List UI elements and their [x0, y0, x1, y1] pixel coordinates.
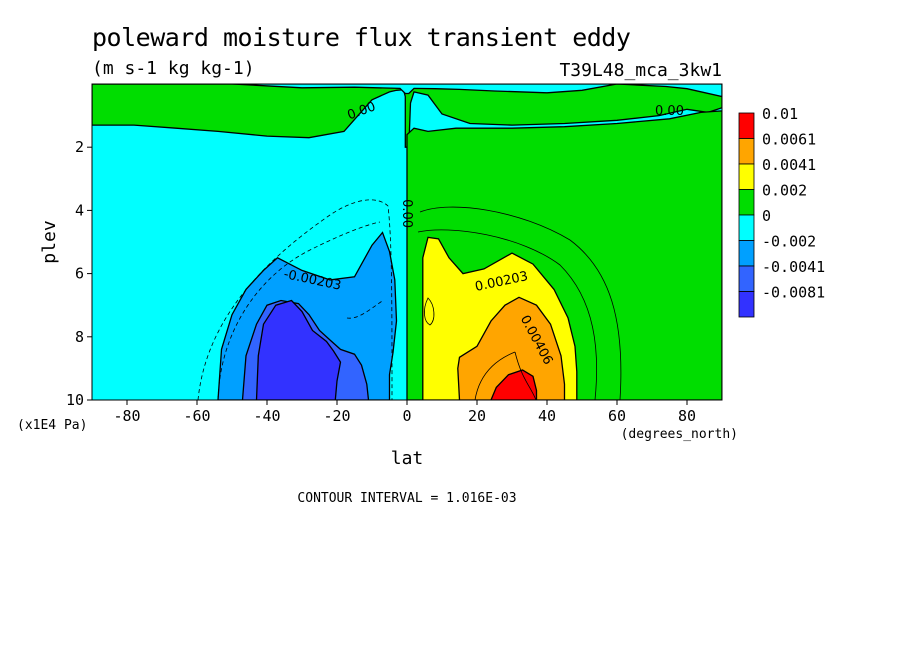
contour-lines: [197, 199, 622, 400]
x-tick-label-8: 80: [678, 407, 696, 425]
x-tick-label-3: -20: [323, 407, 350, 425]
x-axis-label: lat: [391, 448, 424, 469]
legend-label-7: -0.0081: [762, 284, 825, 302]
chart-subtitle: (m s-1 kg kg-1): [92, 58, 255, 79]
x-unit-label: (degrees_north): [621, 427, 738, 442]
contour-line-sh-inner-dashed: [217, 221, 381, 400]
contour-label-2: 0.00: [399, 199, 414, 228]
y-axis-ticks: 2 4 6 8 10: [66, 138, 92, 409]
x-tick-label-2: -40: [253, 407, 280, 425]
x-axis-ticks: -80 -60 -40 -20 0 20 40 60 80: [113, 400, 696, 425]
contour-region-top-gap: [92, 84, 722, 98]
y-unit-label: (x1E4 Pa): [17, 418, 87, 433]
legend-label-2: 0.0041: [762, 156, 816, 174]
legend-label-6: -0.0041: [762, 258, 825, 276]
x-tick-label-0: -80: [113, 407, 140, 425]
y-tick-label-4: 10: [66, 391, 84, 409]
legend-swatch-6: [738, 265, 755, 292]
contour-line-sh-outer-dashed: [197, 199, 393, 400]
x-tick-label-4: 0: [402, 407, 411, 425]
legend-swatch-7: [738, 291, 755, 318]
contour-region-sh-dark-blue: [255, 299, 342, 400]
contour-line-nh-core-inner: [474, 351, 537, 400]
contour-interval-text: CONTOUR INTERVAL = 1.016E-03: [297, 491, 516, 506]
y-tick-label-1: 4: [75, 201, 84, 219]
x-tick-label-1: -60: [183, 407, 210, 425]
legend-label-1: 0.0061: [762, 131, 816, 149]
contour-line-nh-small-loop: [424, 297, 435, 326]
x-tick-label-5: 20: [468, 407, 486, 425]
legend-swatch-4: [738, 214, 755, 241]
run-label: T39L48_mca_3kw1: [559, 60, 722, 81]
y-axis-label: plev: [39, 220, 60, 263]
contour-line-nh-inner: [417, 229, 598, 400]
legend-swatch-5: [738, 240, 755, 267]
contour-line-nh-outer: [419, 206, 622, 400]
legend-label-4: 0: [762, 207, 771, 225]
legend-label-3: 0.002: [762, 182, 807, 200]
legend-label-0: 0.01: [762, 105, 798, 123]
legend-swatch-2: [738, 163, 755, 190]
contour-region-nh-red: [490, 369, 538, 400]
y-tick-label-2: 6: [75, 265, 84, 283]
legend-swatch-1: [738, 138, 755, 165]
y-tick-label-3: 8: [75, 328, 84, 346]
x-tick-label-7: 60: [608, 407, 626, 425]
contour-region-nh-orange: [457, 296, 566, 400]
contour-line-sh-zero-dashed: [346, 299, 385, 319]
legend-swatch-3: [738, 189, 755, 216]
contour-fills: [92, 84, 722, 400]
legend-swatch-0: [738, 112, 755, 139]
contour-label-1: 0.00: [655, 104, 684, 119]
chart-title: poleward moisture flux transient eddy: [92, 23, 631, 52]
color-legend: 0.01 0.0061 0.0041 0.002 0 -0.002 -0.0041 -0.00…: [738, 105, 825, 318]
x-tick-label-6: 40: [538, 407, 556, 425]
y-tick-label-0: 2: [75, 138, 84, 156]
legend-label-5: -0.002: [762, 233, 816, 251]
